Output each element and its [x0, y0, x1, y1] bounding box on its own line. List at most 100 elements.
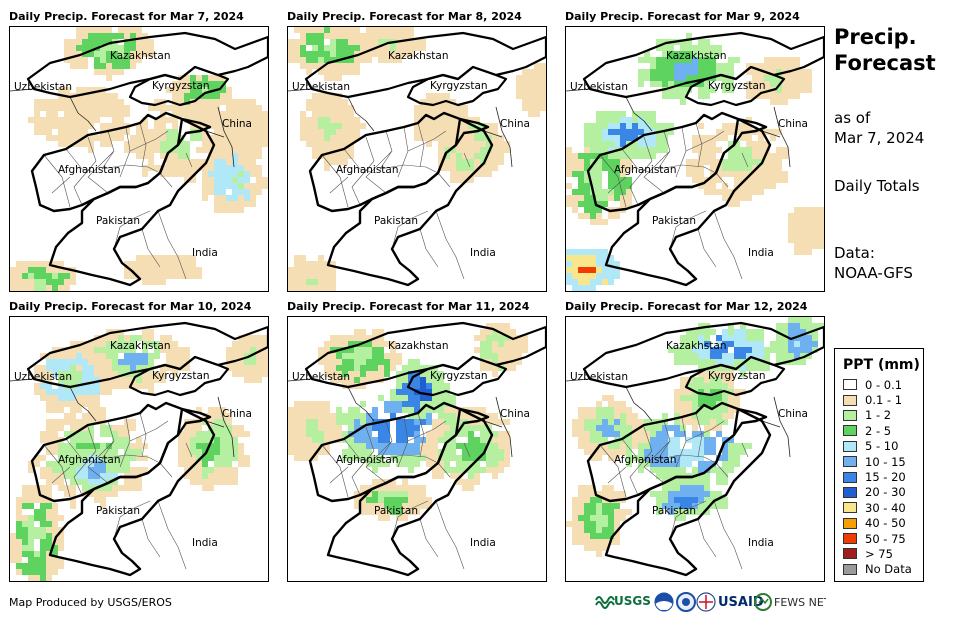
legend-label: 1 - 2 [865, 408, 892, 423]
country-label-afghanistan: Afghanistan [336, 164, 399, 176]
legend-item: 0.1 - 1 [843, 392, 923, 407]
as-of-date: as of Mar 7, 2024 [834, 108, 924, 148]
precip-field [10, 27, 268, 291]
legend-item: 5 - 10 [843, 439, 923, 454]
legend-swatch [843, 533, 857, 545]
precip-field [288, 323, 528, 521]
country-label-kyrgyzstan: Kyrgyzstan [152, 370, 210, 382]
neighbor-boundary [566, 378, 653, 422]
precip-map: Kazakhstan Uzbekistan Kyrgyzstan China Afgha… [565, 26, 825, 292]
country-label-kyrgyzstan: Kyrgyzstan [430, 370, 488, 382]
country-label-china: China [778, 408, 808, 420]
legend-label: > 75 [865, 546, 893, 561]
country-label-india: India [748, 537, 774, 549]
map-canvas: Kazakhstan Uzbekistan Kyrgyzstan China Afgha… [288, 321, 546, 577]
forecast-panel-mar-9: Daily Precip. Forecast for Mar 9, 2024 K… [565, 10, 825, 300]
country-label-kazakhstan: Kazakhstan [666, 340, 727, 352]
legend-item: 20 - 30 [843, 485, 923, 500]
country-label-china: China [500, 118, 530, 130]
neighbor-boundary [761, 106, 791, 168]
country-label-china: China [222, 118, 252, 130]
panel-title: Daily Precip. Forecast for Mar 10, 2024 [9, 300, 252, 313]
data-source-value: NOAA-GFS [834, 264, 913, 282]
afghanistan-boundary [586, 111, 768, 213]
map-canvas: Kazakhstan Uzbekistan Kyrgyzstan China Afgha… [566, 31, 824, 291]
country-label-china: China [778, 118, 808, 130]
pakistan-boundary [48, 407, 216, 577]
legend-swatch [843, 409, 857, 421]
legend-item: 15 - 20 [843, 469, 923, 484]
kazakhstan-boundary [582, 321, 824, 389]
legend-label: 40 - 50 [865, 516, 906, 531]
pakistan-boundary [604, 407, 772, 577]
legend-swatch [843, 486, 857, 498]
usgs-logo-text: USGS [614, 594, 651, 608]
country-label-uzbekistan: Uzbekistan [292, 81, 350, 93]
country-label-uzbekistan: Uzbekistan [570, 371, 628, 383]
country-label-pakistan: Pakistan [374, 505, 418, 517]
pakistan-province-boundaries [391, 442, 471, 570]
legend-label: 5 - 10 [865, 439, 899, 454]
neighbor-boundary [205, 396, 235, 458]
neighbor-boundary [288, 88, 375, 132]
country-label-pakistan: Pakistan [374, 215, 418, 227]
province-boundaries [43, 412, 169, 498]
map-canvas: Kazakhstan Uzbekistan Kyrgyzstan China Afgha… [566, 317, 824, 577]
legend-swatch [843, 440, 857, 452]
sidebar-title: Precip. Forecast [834, 24, 936, 76]
map-canvas: Kazakhstan Uzbekistan Kyrgyzstan China Afgha… [288, 27, 546, 291]
daily-totals-label: Daily Totals [834, 177, 920, 195]
pakistan-province-boundaries [669, 152, 749, 280]
country-label-uzbekistan: Uzbekistan [14, 371, 72, 383]
usaid-logo-text: USAID [718, 595, 764, 610]
legend-item: 30 - 40 [843, 500, 923, 515]
legend-swatch [843, 548, 857, 560]
kazakhstan-boundary [304, 321, 546, 389]
legend-swatch [843, 471, 857, 483]
pakistan-boundary [326, 117, 494, 287]
kyrgyzstan-boundary [684, 65, 786, 107]
fewsnet-logo: FEWS NET [754, 593, 826, 611]
country-label-kazakhstan: Kazakhstan [388, 50, 449, 62]
neighbor-boundary [288, 378, 375, 422]
country-label-kyrgyzstan: Kyrgyzstan [708, 80, 766, 92]
country-label-pakistan: Pakistan [96, 215, 140, 227]
agency-logos: USGS USAID FEWS NET [595, 592, 826, 612]
country-label-afghanistan: Afghanistan [58, 164, 121, 176]
precip-field [10, 329, 268, 581]
panel-title: Daily Precip. Forecast for Mar 12, 2024 [565, 300, 808, 313]
panel-title: Daily Precip. Forecast for Mar 11, 2024 [287, 300, 530, 313]
precip-map: Kazakhstan Uzbekistan Kyrgyzstan China Afgha… [9, 316, 269, 582]
kyrgyzstan-boundary [406, 65, 508, 107]
legend-swatch [843, 563, 857, 575]
map-canvas: Kazakhstan Uzbekistan Kyrgyzstan China Afgha… [10, 27, 268, 291]
country-label-china: China [222, 408, 252, 420]
country-label-uzbekistan: Uzbekistan [570, 81, 628, 93]
pakistan-boundary [604, 117, 772, 287]
as-of-value: Mar 7, 2024 [834, 129, 925, 147]
nws-logo [676, 592, 696, 612]
usaid-logo: USAID [696, 592, 764, 612]
precip-map: Kazakhstan Uzbekistan Kyrgyzstan China Afgha… [287, 316, 547, 582]
country-label-india: India [192, 247, 218, 259]
forecast-panel-mar-12: Daily Precip. Forecast for Mar 12, 2024 … [565, 300, 825, 590]
sidebar-title-line2: Forecast [834, 51, 936, 75]
panel-title: Daily Precip. Forecast for Mar 7, 2024 [9, 10, 244, 23]
country-label-pakistan: Pakistan [96, 505, 140, 517]
neighbor-boundary [205, 106, 235, 168]
legend-item: 50 - 75 [843, 531, 923, 546]
country-label-uzbekistan: Uzbekistan [292, 371, 350, 383]
noaa-logo [654, 592, 674, 612]
legend-swatch [843, 502, 857, 514]
pakistan-province-boundaries [113, 152, 193, 280]
precip-field [288, 27, 546, 291]
kyrgyzstan-boundary [406, 355, 508, 397]
afghanistan-boundary [308, 401, 490, 503]
country-label-kazakhstan: Kazakhstan [110, 340, 171, 352]
kazakhstan-boundary [26, 321, 268, 389]
sidebar-title-line1: Precip. [834, 25, 917, 49]
kyrgyzstan-boundary [128, 355, 230, 397]
country-label-afghanistan: Afghanistan [58, 454, 121, 466]
province-boundaries [599, 122, 725, 208]
